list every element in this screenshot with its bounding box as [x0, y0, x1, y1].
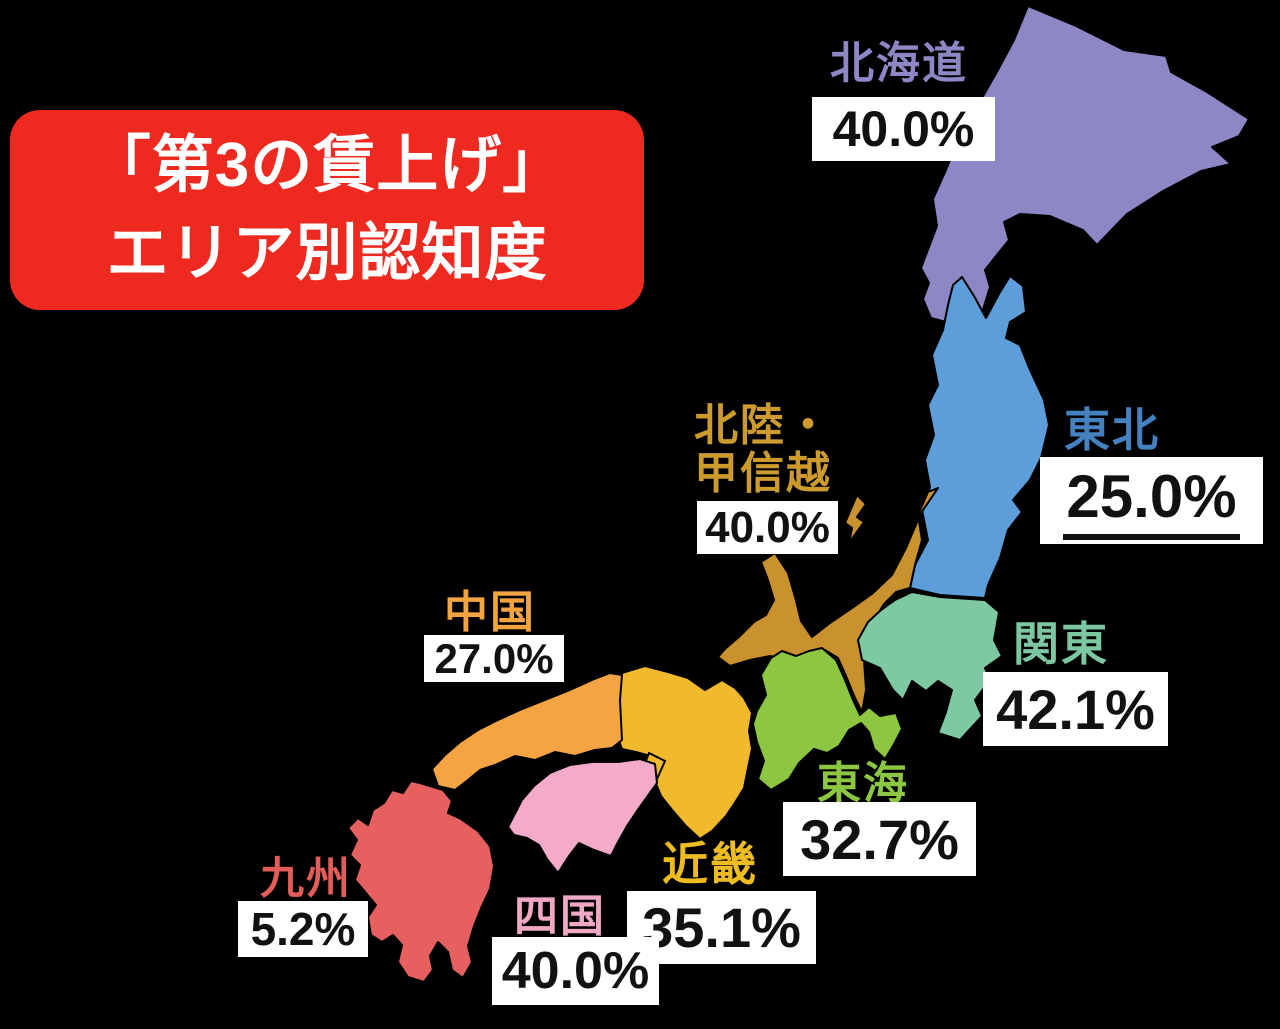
region-label-tohoku: 東北: [1064, 404, 1160, 456]
region-value-hokuriku-koshinetsu: 40.0%: [697, 501, 838, 554]
region-value-text-tokai: 32.7%: [800, 807, 959, 871]
region-value-text-hokuriku-koshinetsu: 40.0%: [705, 502, 830, 552]
region-value-text-hokkaido: 40.0%: [832, 101, 975, 157]
region-value-kanto: 42.1%: [983, 672, 1168, 746]
title-line-1: 「第3の賃上げ」: [88, 130, 566, 200]
region-label-hokkaido: 北海道: [830, 40, 968, 88]
region-shape-hokkaido: [920, 5, 1250, 323]
region-value-text-shikoku: 40.0%: [501, 942, 650, 1000]
region-value-text-kinki: 35.1%: [642, 896, 801, 959]
region-value-chugoku: 27.0%: [424, 635, 564, 682]
region-name-tohoku: 東北: [1064, 404, 1160, 456]
region-name-hokkaido: 北海道: [830, 39, 968, 88]
region-name-tokai: 東海: [817, 759, 909, 808]
region-name-hokuriku-line1: 北陸・: [694, 401, 832, 450]
region-value-text-kanto: 42.1%: [996, 677, 1155, 741]
region-shape-shikoku: [507, 758, 658, 874]
region-name-shikoku: 四国: [514, 892, 606, 941]
region-value-tokai: 32.7%: [783, 802, 976, 876]
region-value-text-kyushu: 5.2%: [250, 903, 356, 955]
region-label-tokai: 東海: [817, 760, 909, 808]
region-name-chugoku: 中国: [444, 588, 536, 637]
region-value-kyushu: 5.2%: [238, 901, 368, 957]
region-shape-tohoku: [909, 275, 1050, 599]
region-name-kanto: 関東: [1013, 618, 1109, 670]
region-label-kinki: 近畿: [662, 838, 758, 890]
region-value-text-tohoku: 25.0%: [1063, 462, 1240, 540]
island-shape-sado: [844, 494, 867, 544]
region-value-hokkaido: 40.0%: [812, 97, 995, 161]
region-label-shikoku: 四国: [514, 893, 606, 941]
region-label-chugoku: 中国: [444, 589, 536, 637]
region-name-kinki: 近畿: [662, 838, 758, 890]
region-label-kanto: 関東: [1013, 618, 1109, 670]
region-name-kyushu: 九州: [260, 854, 352, 903]
region-shape-kinki: [611, 665, 753, 840]
region-value-text-chugoku: 27.0%: [434, 634, 554, 682]
region-value-tohoku: 25.0%: [1040, 457, 1263, 544]
region-shape-chugoku: [431, 672, 623, 791]
region-value-shikoku: 40.0%: [492, 937, 659, 1005]
title-line-2: エリア別認知度: [106, 219, 548, 288]
region-label-kyushu: 九州: [260, 855, 352, 903]
region-shape-tokai: [752, 647, 903, 791]
title-card: 「第3の賃上げ」 エリア別認知度: [10, 110, 644, 310]
region-name-hokuriku-line2: 甲信越: [694, 448, 832, 498]
region-shape-kyushu: [347, 780, 495, 983]
region-shape-kanto: [857, 591, 1003, 741]
region-label-hokuriku-koshinetsu: 北陸・ 甲信越: [694, 402, 832, 497]
